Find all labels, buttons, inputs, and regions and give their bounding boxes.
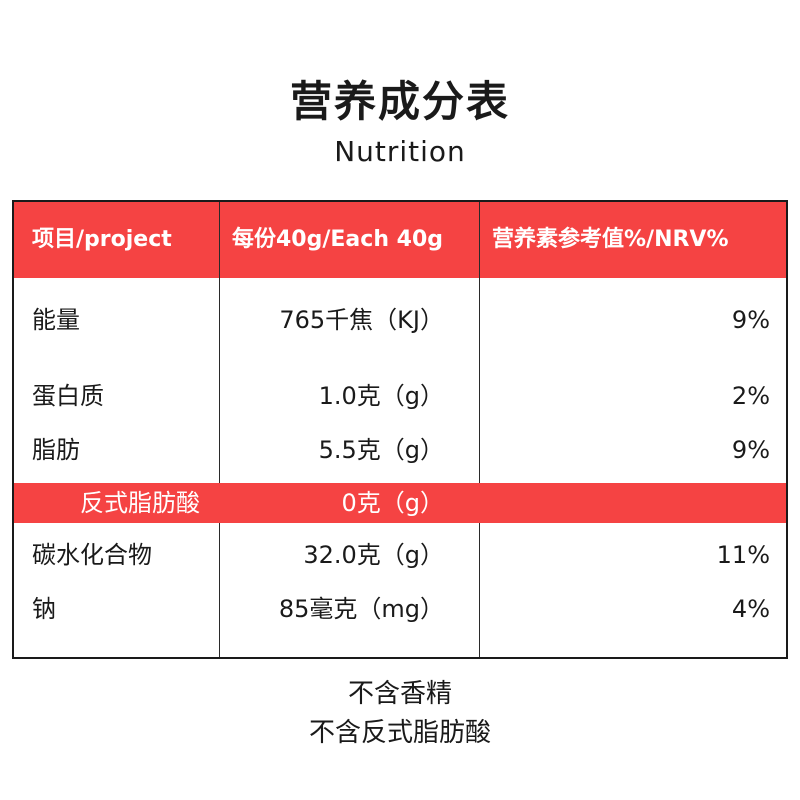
- row-item: 能量: [32, 306, 80, 334]
- table-header: 项目/project 每份40g/Each 40g 营养素参考值%/NRV%: [14, 202, 786, 278]
- row-item: 钠: [32, 595, 56, 623]
- row-nrv: 9%: [731, 306, 770, 334]
- note-no-flavoring: 不含香精: [347, 679, 452, 709]
- page-subtitle: Nutrition: [334, 135, 466, 168]
- table-row-fat: 脂肪 5.5克（g） 9%: [14, 430, 786, 470]
- table-row-trans-fat: 反式脂肪酸 0克（g）: [14, 483, 786, 523]
- row-per-serving: 765千焦（KJ）: [279, 306, 444, 334]
- row-per-serving: 1.0克（g）: [318, 382, 444, 410]
- row-per-serving: 32.0克（g）: [303, 541, 444, 569]
- table-row-protein: 蛋白质 1.0克（g） 2%: [14, 376, 786, 416]
- header-project: 项目/project: [32, 227, 172, 252]
- row-per-serving: 5.5克（g）: [318, 436, 444, 464]
- row-item: 脂肪: [32, 436, 80, 464]
- row-item: 碳水化合物: [32, 541, 152, 569]
- row-per-serving: 0克（g）: [341, 489, 444, 517]
- row-nrv: 11%: [716, 541, 770, 569]
- header-nrv: 营养素参考值%/NRV%: [492, 227, 729, 252]
- note-no-trans-fat: 不含反式脂肪酸: [308, 718, 491, 748]
- table-row-sodium: 钠 85毫克（mg） 4%: [14, 589, 786, 629]
- column-divider: [219, 202, 220, 657]
- row-item: 蛋白质: [32, 382, 104, 410]
- table-row-carbohydrate: 碳水化合物 32.0克（g） 11%: [14, 535, 786, 575]
- row-nrv: 4%: [731, 595, 770, 623]
- nutrition-table: 项目/project 每份40g/Each 40g 营养素参考值%/NRV% 能…: [12, 200, 788, 659]
- row-nrv: 9%: [731, 436, 770, 464]
- header-per-serving: 每份40g/Each 40g: [232, 227, 443, 252]
- row-per-serving: 85毫克（mg）: [278, 595, 444, 623]
- table-row-energy: 能量 765千焦（KJ） 9%: [14, 300, 786, 340]
- row-nrv: 2%: [731, 382, 770, 410]
- page-title: 营养成分表: [289, 77, 510, 126]
- column-divider: [479, 202, 480, 657]
- row-item: 反式脂肪酸: [80, 489, 200, 517]
